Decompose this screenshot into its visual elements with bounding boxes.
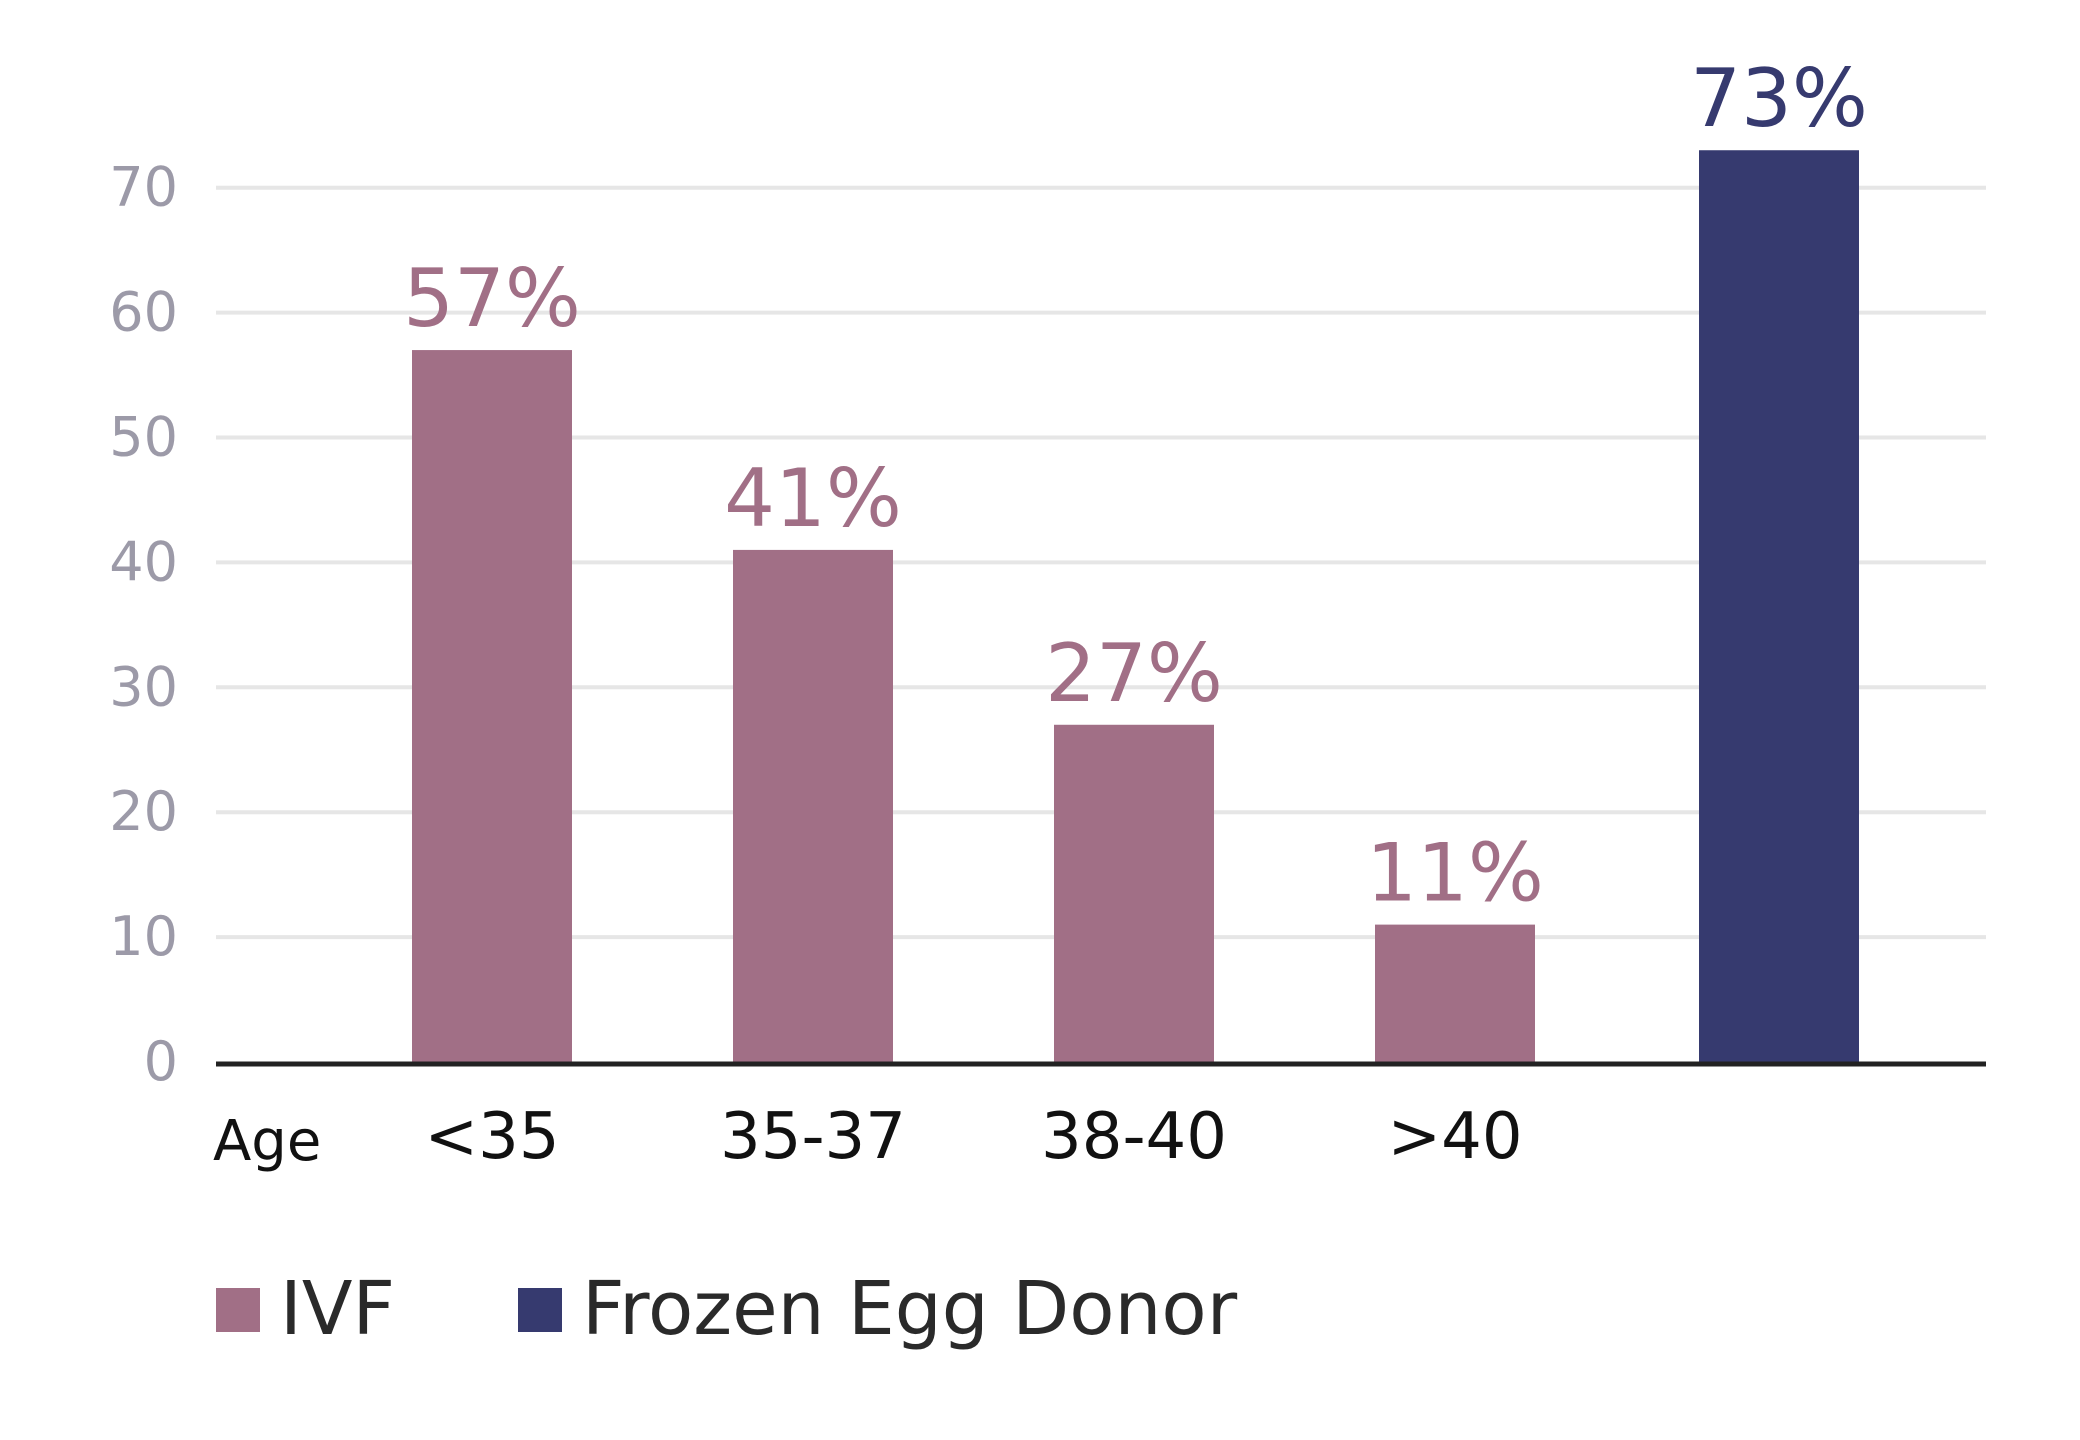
- legend-label: IVF: [280, 1266, 395, 1352]
- data-label: 41%: [724, 452, 902, 545]
- data-label: 73%: [1690, 52, 1868, 145]
- bars: [412, 150, 1859, 1063]
- legend-label: Frozen Egg Donor: [582, 1266, 1238, 1352]
- legend: IVF Frozen Egg Donor: [216, 1266, 1238, 1352]
- y-tick-label: 20: [109, 780, 178, 843]
- y-tick-label: 30: [109, 655, 178, 718]
- bar: [733, 549, 893, 1062]
- data-labels: 57% 41% 27% 11% 73%: [403, 52, 1868, 919]
- x-tick-label: 35-37: [720, 1100, 906, 1174]
- data-label: 57%: [403, 252, 581, 345]
- data-label: 11%: [1366, 827, 1544, 920]
- data-label: 27%: [1045, 627, 1223, 720]
- y-axis-ticks: 0 10 20 30 40 50 60 70: [109, 156, 178, 1093]
- x-tick-label: >40: [1387, 1100, 1522, 1174]
- y-tick-label: 50: [109, 406, 178, 469]
- y-tick-label: 0: [144, 1030, 178, 1093]
- y-tick-label: 70: [109, 156, 178, 219]
- bar: [1699, 150, 1859, 1063]
- legend-swatch: [216, 1288, 260, 1332]
- bar: [1375, 924, 1535, 1062]
- x-tick-label: <35: [424, 1100, 559, 1174]
- bar: [1054, 724, 1214, 1062]
- x-tick-label: 38-40: [1041, 1100, 1227, 1174]
- y-tick-label: 60: [109, 281, 178, 344]
- legend-swatch: [518, 1288, 562, 1332]
- y-tick-label: 40: [109, 530, 178, 593]
- bar: [412, 350, 572, 1062]
- y-tick-label: 10: [109, 905, 178, 968]
- x-axis-title: Age: [213, 1109, 321, 1174]
- category-labels: <35 35-37 38-40 >40: [424, 1100, 1522, 1174]
